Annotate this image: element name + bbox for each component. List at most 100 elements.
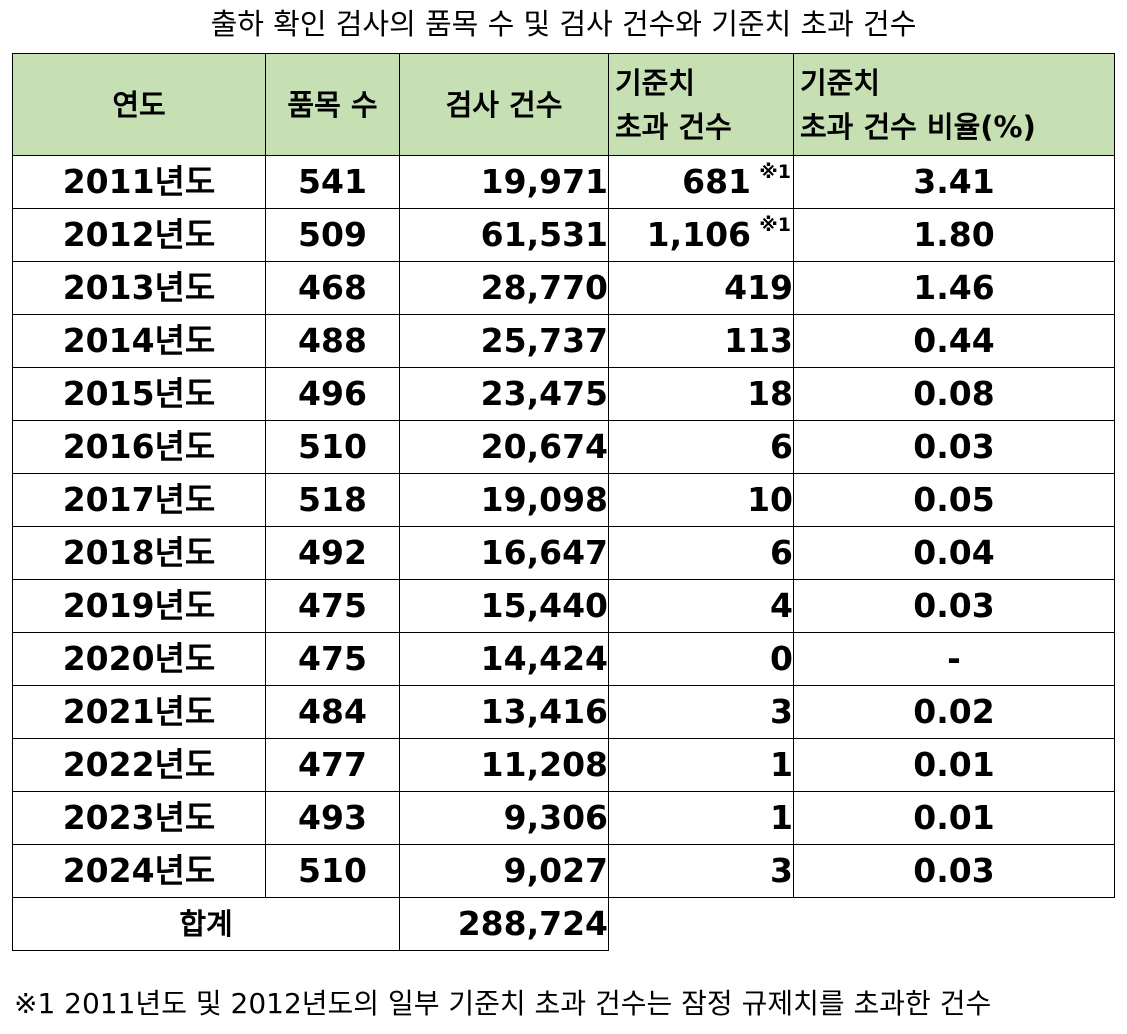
cell-items: 493 — [265, 791, 400, 845]
cell-inspections: 20,674 — [399, 420, 609, 474]
page-title: 출하 확인 검사의 품목 수 및 검사 건수와 기준치 초과 건수 — [210, 7, 917, 41]
cell-items: 475 — [265, 579, 400, 633]
cell-inspections: 28,770 — [399, 261, 609, 315]
exceed-value: 10 — [747, 480, 793, 519]
cell-exceed: 6 — [608, 420, 794, 474]
cell-items: 518 — [265, 473, 400, 527]
header-year: 연도 — [12, 53, 266, 156]
cell-year: 2022년도 — [12, 738, 266, 792]
cell-exceed: 113 — [608, 314, 794, 368]
exceed-value: 1 — [770, 745, 793, 784]
cell-ratio: 0.04 — [793, 526, 1115, 580]
cell-year: 2024년도 — [12, 844, 266, 898]
cell-exceed: 1,106 ※1 — [608, 208, 794, 262]
exceed-value: 4 — [770, 586, 793, 625]
cell-year: 2013년도 — [12, 261, 266, 315]
header-ratio-line2: 초과 건수 비율(%) — [800, 109, 1036, 144]
exceed-value: 681 — [682, 162, 751, 201]
cell-ratio: 0.44 — [793, 314, 1115, 368]
cell-year: 2019년도 — [12, 579, 266, 633]
footnote-marker: ※1 — [759, 214, 791, 236]
cell-exceed: 3 — [608, 844, 794, 898]
cell-ratio: 0.05 — [793, 473, 1115, 527]
cell-exceed: 681 ※1 — [608, 155, 794, 209]
exceed-value: 6 — [770, 427, 793, 466]
cell-items: 541 — [265, 155, 400, 209]
exceed-value: 113 — [724, 321, 793, 360]
table-row: 2015년도 496 23,475 18 0.08 — [12, 367, 1115, 421]
header-exceed: 기준치 초과 건수 — [608, 53, 794, 156]
cell-items: 488 — [265, 314, 400, 368]
exceed-value: 1 — [770, 798, 793, 837]
cell-ratio: 0.01 — [793, 791, 1115, 845]
cell-inspections: 9,306 — [399, 791, 609, 845]
exceed-value: 3 — [770, 692, 793, 731]
footnote: ※1 2011년도 및 2012년도의 일부 기준치 초과 건수는 잠정 규제치… — [14, 987, 992, 1020]
cell-items: 510 — [265, 420, 400, 474]
header-items: 품목 수 — [265, 53, 400, 156]
inspection-table: 연도 품목 수 검사 건수 기준치 초과 건수 기준치 초과 건수 비율(%) … — [12, 53, 1115, 951]
cell-items: 475 — [265, 632, 400, 686]
footnote-marker: ※1 — [759, 161, 791, 183]
cell-ratio: 0.01 — [793, 738, 1115, 792]
cell-ratio: 0.08 — [793, 367, 1115, 421]
cell-ratio: 0.03 — [793, 844, 1115, 898]
cell-exceed: 4 — [608, 579, 794, 633]
cell-inspections: 14,424 — [399, 632, 609, 686]
cell-inspections: 16,647 — [399, 526, 609, 580]
cell-exceed: 1 — [608, 791, 794, 845]
cell-exceed: 419 — [608, 261, 794, 315]
table-row: 2014년도 488 25,737 113 0.44 — [12, 314, 1115, 368]
cell-ratio: 0.03 — [793, 579, 1115, 633]
total-row: 합계 288,724 — [12, 897, 1115, 951]
table-row: 2012년도 509 61,531 1,106 ※1 1.80 — [12, 208, 1115, 262]
total-label: 합계 — [12, 897, 400, 951]
cell-year: 2017년도 — [12, 473, 266, 527]
table-row: 2024년도 510 9,027 3 0.03 — [12, 844, 1115, 898]
table-row: 2019년도 475 15,440 4 0.03 — [12, 579, 1115, 633]
cell-inspections: 25,737 — [399, 314, 609, 368]
cell-items: 492 — [265, 526, 400, 580]
cell-year: 2023년도 — [12, 791, 266, 845]
cell-exceed: 1 — [608, 738, 794, 792]
cell-ratio: 1.46 — [793, 261, 1115, 315]
cell-inspections: 23,475 — [399, 367, 609, 421]
cell-exceed: 6 — [608, 526, 794, 580]
table-row: 2013년도 468 28,770 419 1.46 — [12, 261, 1115, 315]
cell-ratio: 3.41 — [793, 155, 1115, 209]
exceed-value: 3 — [770, 851, 793, 890]
cell-items: 468 — [265, 261, 400, 315]
exceed-value: 1,106 — [646, 215, 751, 254]
cell-year: 2020년도 — [12, 632, 266, 686]
table-row: 2022년도 477 11,208 1 0.01 — [12, 738, 1115, 792]
cell-year: 2021년도 — [12, 685, 266, 739]
cell-items: 510 — [265, 844, 400, 898]
header-ratio: 기준치 초과 건수 비율(%) — [793, 53, 1115, 156]
header-ratio-line1: 기준치 — [800, 65, 881, 100]
cell-inspections: 13,416 — [399, 685, 609, 739]
cell-inspections: 15,440 — [399, 579, 609, 633]
cell-inspections: 61,531 — [399, 208, 609, 262]
cell-ratio: 0.02 — [793, 685, 1115, 739]
cell-year: 2014년도 — [12, 314, 266, 368]
exceed-value: 419 — [724, 268, 793, 307]
cell-ratio: - — [793, 632, 1115, 686]
cell-inspections: 19,971 — [399, 155, 609, 209]
cell-exceed: 3 — [608, 685, 794, 739]
table-header-row: 연도 품목 수 검사 건수 기준치 초과 건수 기준치 초과 건수 비율(%) — [12, 53, 1115, 156]
header-exceed-line2: 초과 건수 — [615, 109, 732, 144]
header-exceed-line1: 기준치 — [615, 65, 696, 100]
exceed-value: 18 — [747, 374, 793, 413]
cell-exceed: 10 — [608, 473, 794, 527]
total-empty — [609, 898, 1115, 951]
cell-inspections: 19,098 — [399, 473, 609, 527]
table-row: 2017년도 518 19,098 10 0.05 — [12, 473, 1115, 527]
cell-year: 2011년도 — [12, 155, 266, 209]
cell-items: 484 — [265, 685, 400, 739]
cell-items: 477 — [265, 738, 400, 792]
cell-year: 2015년도 — [12, 367, 266, 421]
table-row: 2011년도 541 19,971 681 ※1 3.41 — [12, 155, 1115, 209]
cell-inspections: 11,208 — [399, 738, 609, 792]
cell-exceed: 18 — [608, 367, 794, 421]
table-row: 2016년도 510 20,674 6 0.03 — [12, 420, 1115, 474]
